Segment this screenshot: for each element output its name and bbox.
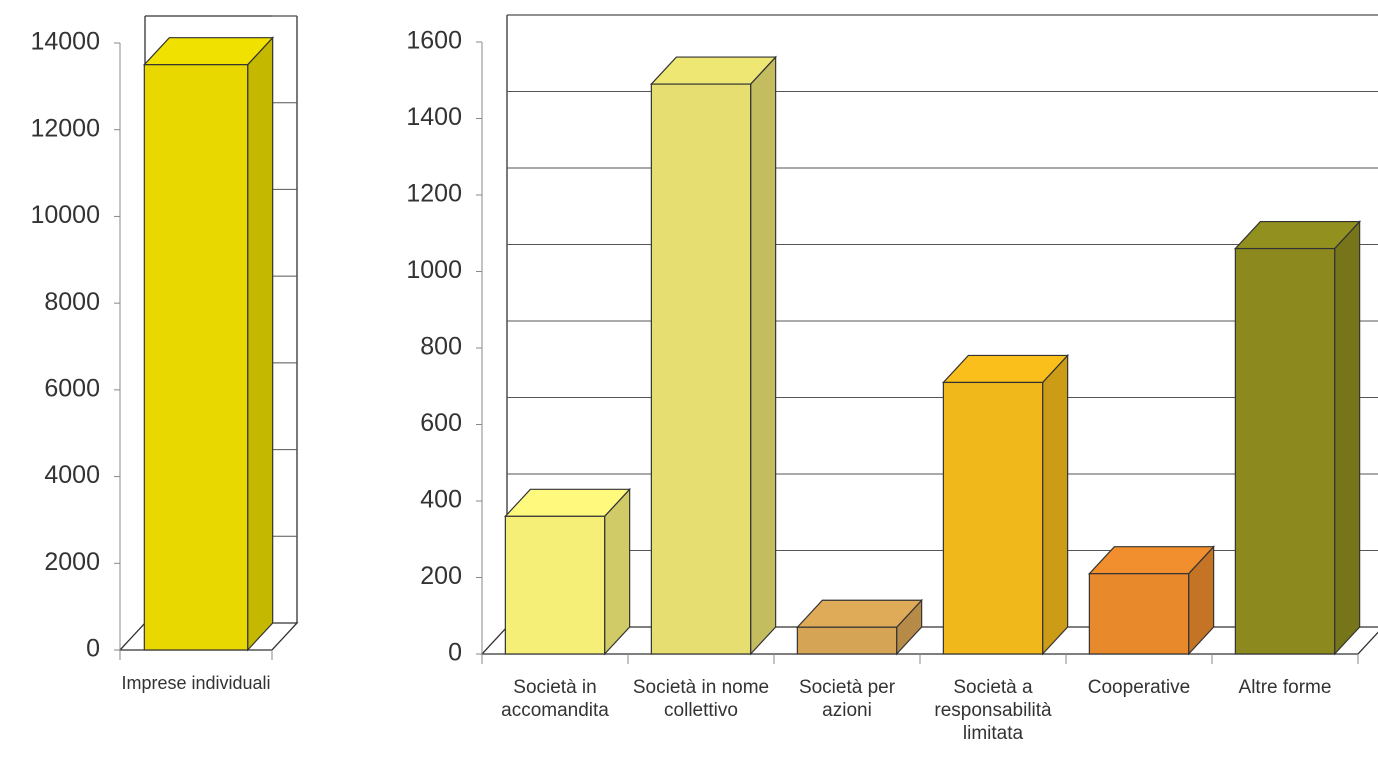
y-tick-label: 2000 <box>44 548 100 576</box>
x-tick-label: Società a responsabilità limitata <box>934 677 1052 744</box>
bar-side <box>750 55 777 656</box>
bar-side <box>1334 220 1361 656</box>
bar <box>1088 573 1190 655</box>
bar <box>650 83 752 655</box>
y-tick-label: 0 <box>448 639 462 667</box>
bar <box>942 381 1044 655</box>
y-tick-label: 800 <box>420 333 462 361</box>
y-tick-label: 1200 <box>406 180 462 208</box>
y-tick-label: 0 <box>86 635 100 663</box>
bar <box>1234 247 1336 655</box>
y-tick-label: 10000 <box>30 201 100 229</box>
y-tick-label: 14000 <box>30 28 100 56</box>
bar <box>143 64 249 651</box>
x-tick-label: Società per azioni <box>798 677 896 721</box>
bar-side <box>1042 353 1069 656</box>
y-tick-label: 1000 <box>406 256 462 284</box>
y-tick-label: 400 <box>420 486 462 514</box>
x-tick-label: Imprese individuali <box>121 673 271 693</box>
x-tick-label: Società in nome collettivo <box>632 677 770 721</box>
y-tick-label: 6000 <box>44 374 100 402</box>
x-tick-label: Altre forme <box>1238 677 1332 698</box>
bar-side <box>604 487 631 656</box>
bar <box>504 515 606 655</box>
x-tick-label: Società in accomandita <box>501 677 609 721</box>
bar <box>796 626 898 655</box>
y-tick-label: 600 <box>420 409 462 437</box>
y-tick-label: 8000 <box>44 288 100 316</box>
y-tick-label: 1600 <box>406 27 462 55</box>
y-tick-label: 1400 <box>406 103 462 131</box>
y-tick-label: 200 <box>420 562 462 590</box>
y-tick-label: 4000 <box>44 461 100 489</box>
x-tick-label: Cooperative <box>1087 677 1191 698</box>
y-tick-label: 12000 <box>30 114 100 142</box>
bar-side <box>247 36 274 652</box>
